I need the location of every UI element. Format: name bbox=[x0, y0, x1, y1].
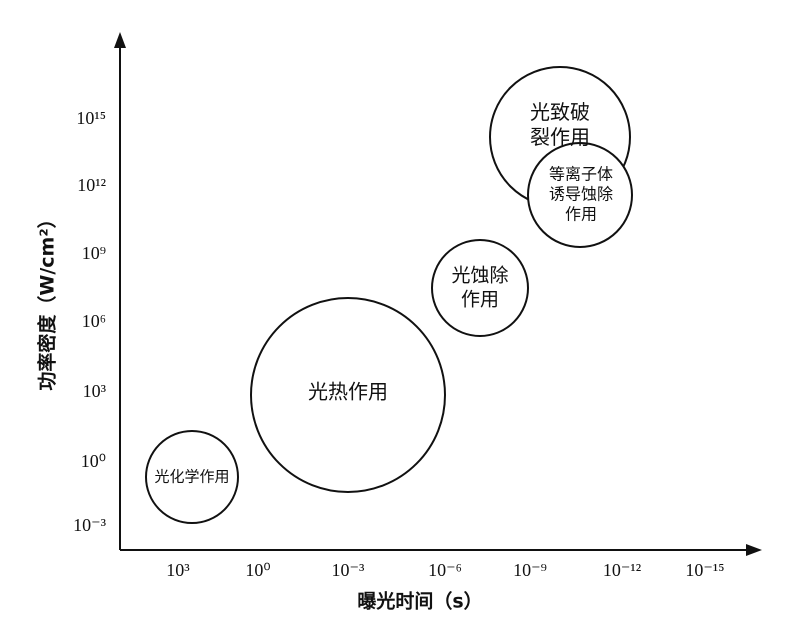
x-tick-label: 10⁻¹² bbox=[603, 560, 641, 580]
y-tick-label: 10⁻³ bbox=[73, 515, 107, 535]
x-arrow bbox=[746, 544, 762, 556]
y-arrow bbox=[114, 32, 126, 48]
y-tick-label: 10¹⁵ bbox=[76, 108, 106, 128]
x-tick-label: 10⁻¹⁵ bbox=[685, 560, 724, 580]
region-circle bbox=[527, 142, 633, 248]
x-axis-label: 曝光时间（s） bbox=[357, 590, 482, 613]
region-label: 光蚀除 bbox=[451, 265, 508, 287]
region-circle bbox=[145, 430, 239, 524]
region-label: 光致破 bbox=[530, 100, 590, 124]
region-label: 作用 bbox=[565, 205, 597, 224]
region-label: 作用 bbox=[461, 288, 499, 310]
region-label: 光热作用 bbox=[308, 380, 388, 404]
y-axis-label: 功率密度（W/cm²） bbox=[36, 209, 59, 390]
x-tick-label: 10⁻³ bbox=[332, 560, 366, 580]
x-tick-label: 10⁻⁹ bbox=[513, 560, 547, 580]
x-tick-label: 10³ bbox=[166, 560, 190, 580]
y-tick-label: 10³ bbox=[83, 381, 107, 401]
region-circle bbox=[250, 297, 446, 493]
region-label: 裂作用 bbox=[530, 125, 590, 149]
axes bbox=[119, 42, 752, 551]
region-label: 光化学作用 bbox=[154, 468, 229, 486]
region-label: 诱导蚀除 bbox=[549, 185, 613, 204]
x-tick-label: 10⁰ bbox=[245, 560, 270, 580]
x-tick-label: 10⁻⁶ bbox=[428, 560, 462, 580]
y-tick-label: 10¹² bbox=[77, 175, 106, 195]
region-circles bbox=[145, 66, 633, 524]
y-tick-label: 10⁰ bbox=[81, 451, 106, 471]
y-tick-label: 10⁹ bbox=[82, 243, 106, 263]
y-tick-label: 10⁶ bbox=[82, 311, 106, 331]
region-label: 等离子体 bbox=[549, 165, 613, 184]
region-circle bbox=[431, 239, 529, 337]
